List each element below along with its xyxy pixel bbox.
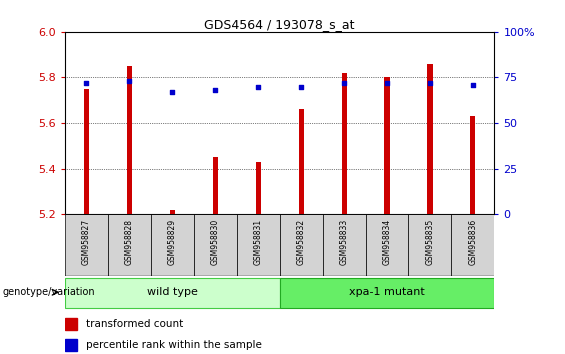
Bar bbox=[323, 214, 366, 276]
Bar bbox=[170, 210, 175, 214]
Text: genotype/variation: genotype/variation bbox=[3, 287, 95, 297]
Bar bbox=[65, 278, 280, 308]
Bar bbox=[194, 214, 237, 276]
Bar bbox=[298, 109, 304, 214]
Bar bbox=[470, 116, 476, 214]
Text: transformed count: transformed count bbox=[86, 319, 183, 329]
Bar bbox=[84, 89, 89, 214]
Bar bbox=[255, 162, 261, 214]
Text: wild type: wild type bbox=[147, 287, 198, 297]
Bar bbox=[65, 318, 77, 330]
Bar bbox=[127, 66, 132, 214]
Bar bbox=[451, 214, 494, 276]
Bar bbox=[280, 278, 494, 308]
Text: GSM958829: GSM958829 bbox=[168, 219, 177, 265]
Text: GSM958835: GSM958835 bbox=[425, 219, 434, 265]
Point bbox=[211, 87, 220, 93]
Text: GSM958827: GSM958827 bbox=[82, 219, 91, 265]
Bar bbox=[366, 214, 408, 276]
Bar bbox=[384, 78, 390, 214]
Point bbox=[125, 78, 134, 84]
Bar bbox=[65, 214, 108, 276]
Text: GSM958830: GSM958830 bbox=[211, 219, 220, 265]
Text: GSM958833: GSM958833 bbox=[340, 219, 349, 265]
Point bbox=[383, 80, 392, 86]
Text: percentile rank within the sample: percentile rank within the sample bbox=[86, 340, 262, 350]
Bar bbox=[151, 214, 194, 276]
Text: GSM958834: GSM958834 bbox=[383, 219, 392, 265]
Point bbox=[468, 82, 477, 87]
Bar bbox=[280, 214, 323, 276]
Point bbox=[168, 89, 177, 95]
Bar bbox=[65, 339, 77, 351]
Title: GDS4564 / 193078_s_at: GDS4564 / 193078_s_at bbox=[205, 18, 355, 31]
Text: xpa-1 mutant: xpa-1 mutant bbox=[349, 287, 425, 297]
Bar bbox=[341, 73, 347, 214]
Point bbox=[82, 80, 91, 86]
Bar bbox=[212, 157, 218, 214]
Point bbox=[425, 80, 434, 86]
Text: GSM958836: GSM958836 bbox=[468, 219, 477, 265]
Bar bbox=[408, 214, 451, 276]
Point bbox=[340, 80, 349, 86]
Text: GSM958831: GSM958831 bbox=[254, 219, 263, 265]
Point bbox=[297, 84, 306, 90]
Bar bbox=[427, 64, 433, 214]
Text: GSM958832: GSM958832 bbox=[297, 219, 306, 265]
Bar bbox=[237, 214, 280, 276]
Bar bbox=[108, 214, 151, 276]
Text: GSM958828: GSM958828 bbox=[125, 219, 134, 265]
Point bbox=[254, 84, 263, 90]
